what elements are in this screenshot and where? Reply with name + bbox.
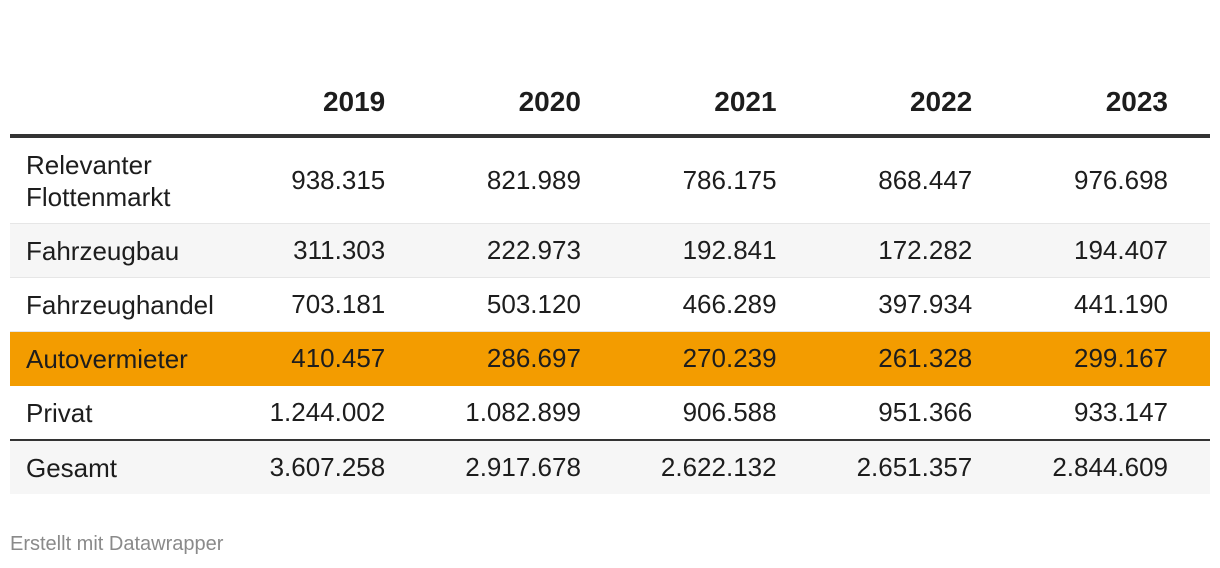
table-cell: 2.622.132 xyxy=(622,440,819,494)
table-cell: 821.989 xyxy=(427,136,623,224)
column-header: 2020 xyxy=(427,70,623,138)
table-cell: 397.934 xyxy=(818,277,1015,332)
table-cell: 2.917.678 xyxy=(427,440,623,494)
table-cell: 299.167 xyxy=(1014,331,1210,386)
table-cell: 441.190 xyxy=(1014,277,1210,332)
table-cell: 172.282 xyxy=(818,223,1015,278)
table-cell: 2.651.357 xyxy=(818,440,1015,494)
row-label: Gesamt xyxy=(10,440,232,494)
footer-credit: Erstellt mit Datawrapper xyxy=(10,533,224,555)
table-cell: 2.844.609 xyxy=(1014,440,1210,494)
table-cell: 1.082.899 xyxy=(427,385,623,441)
table-cell: 286.697 xyxy=(427,331,623,386)
column-header: 2019 xyxy=(231,70,428,138)
table-cell: 410.457 xyxy=(231,331,428,386)
table-cell: 868.447 xyxy=(818,136,1015,224)
table-cell: 194.407 xyxy=(1014,223,1210,278)
table-cell: 311.303 xyxy=(231,223,428,278)
table-cell: 906.588 xyxy=(622,385,819,441)
table-row-highlighted: Autovermieter 410.457 286.697 270.239 26… xyxy=(10,331,1210,386)
table-row-total: Gesamt 3.607.258 2.917.678 2.622.132 2.6… xyxy=(10,440,1210,494)
row-label: Fahrzeughandel xyxy=(10,277,232,332)
table-cell: 261.328 xyxy=(818,331,1015,386)
table-row: Fahrzeughandel 703.181 503.120 466.289 3… xyxy=(10,277,1210,332)
row-label: Fahrzeugbau xyxy=(10,223,232,278)
table-cell: 222.973 xyxy=(427,223,623,278)
row-label: Privat xyxy=(10,385,232,441)
data-table: 2019 2020 2021 2022 2023 Relevanter Flot… xyxy=(10,70,1210,494)
table-row: Privat 1.244.002 1.082.899 906.588 951.3… xyxy=(10,385,1210,441)
table-cell: 703.181 xyxy=(231,277,428,332)
table-cell: 786.175 xyxy=(622,136,819,224)
fleet-table: 2019 2020 2021 2022 2023 Relevanter Flot… xyxy=(10,70,1210,494)
header-row: 2019 2020 2021 2022 2023 xyxy=(10,70,1210,138)
table-cell: 976.698 xyxy=(1014,136,1210,224)
table-cell: 1.244.002 xyxy=(231,385,428,441)
table-cell: 933.147 xyxy=(1014,385,1210,441)
table-cell: 192.841 xyxy=(622,223,819,278)
row-label: Relevanter Flottenmarkt xyxy=(10,136,232,224)
table-cell: 466.289 xyxy=(622,277,819,332)
table-row: Relevanter Flottenmarkt 938.315 821.989 … xyxy=(10,136,1210,224)
table-row: Fahrzeugbau 311.303 222.973 192.841 172.… xyxy=(10,223,1210,278)
header-label-cell xyxy=(10,70,232,138)
table-cell: 3.607.258 xyxy=(231,440,428,494)
column-header: 2022 xyxy=(818,70,1015,138)
table-cell: 270.239 xyxy=(622,331,819,386)
table-cell: 938.315 xyxy=(231,136,428,224)
row-label: Autovermieter xyxy=(10,331,232,386)
column-header: 2023 xyxy=(1014,70,1210,138)
table-cell: 503.120 xyxy=(427,277,623,332)
column-header: 2021 xyxy=(622,70,819,138)
table-cell: 951.366 xyxy=(818,385,1015,441)
